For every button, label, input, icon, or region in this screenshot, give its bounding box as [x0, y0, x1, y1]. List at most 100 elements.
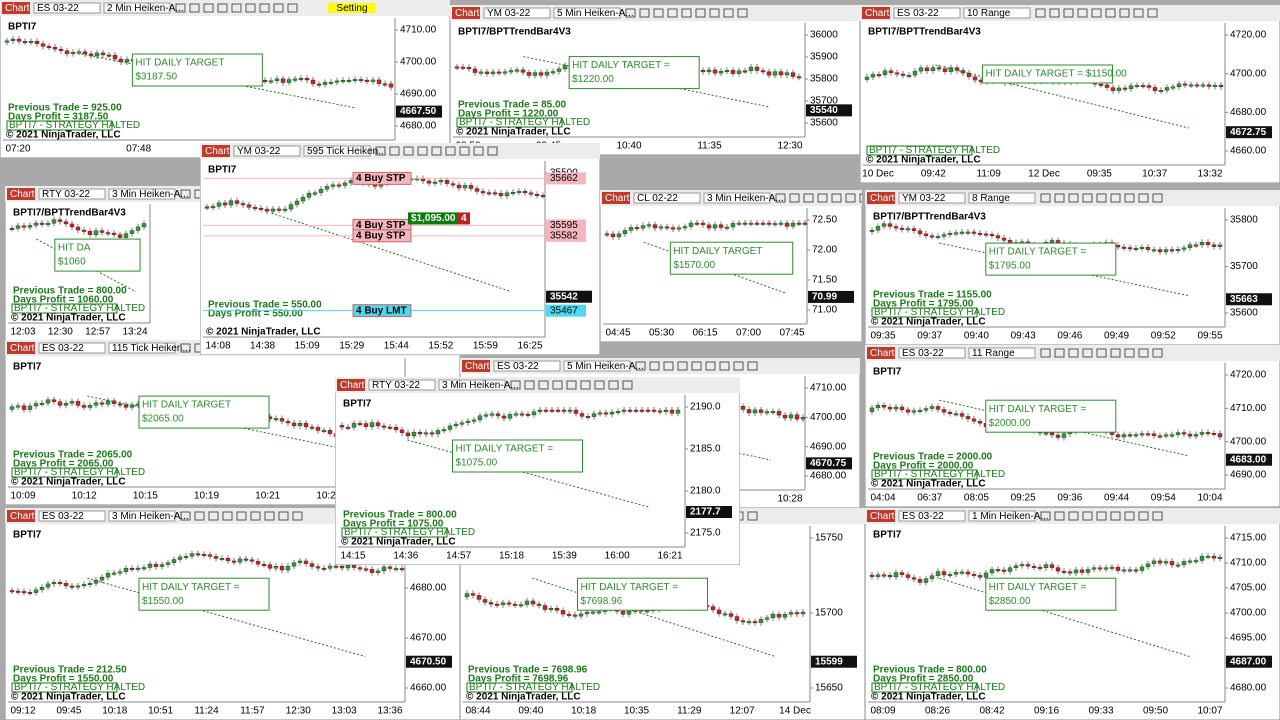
toolbar-icon[interactable]: [622, 380, 633, 390]
toolbar-icon[interactable]: [737, 8, 748, 18]
toolbar-icon[interactable]: [459, 146, 470, 156]
toolbar-icon[interactable]: [817, 193, 828, 203]
toolbar-icon[interactable]: [803, 193, 814, 203]
toolbar-icon[interactable]: [264, 511, 275, 521]
period-box[interactable]: [703, 192, 771, 204]
toolbar-icon[interactable]: [273, 3, 284, 13]
period-box[interactable]: [103, 2, 171, 14]
toolbar-icon[interactable]: [1063, 8, 1074, 18]
toolbar-icon[interactable]: [1138, 193, 1149, 203]
toolbar-icon[interactable]: [1110, 348, 1121, 358]
toolbar-icon[interactable]: [552, 380, 563, 390]
toolbar-icon[interactable]: [691, 361, 702, 371]
toolbar-icon[interactable]: [747, 511, 758, 521]
toolbar-icon[interactable]: [733, 361, 744, 371]
toolbar-icon[interactable]: [625, 8, 636, 18]
toolbar-icon[interactable]: [445, 146, 456, 156]
instrument-box[interactable]: [38, 342, 106, 354]
toolbar-icon[interactable]: [1082, 511, 1093, 521]
toolbar-icon[interactable]: [695, 8, 706, 18]
instrument-box[interactable]: [493, 360, 561, 372]
toolbar-icon[interactable]: [222, 511, 233, 521]
instrument-box[interactable]: [898, 510, 966, 522]
instrument-box[interactable]: [233, 145, 301, 157]
instrument-box[interactable]: [633, 192, 701, 204]
toolbar-icon[interactable]: [194, 511, 205, 521]
toolbar-icon[interactable]: [639, 8, 650, 18]
toolbar-icon[interactable]: [831, 193, 842, 203]
instrument-box[interactable]: [38, 510, 106, 522]
toolbar-icon[interactable]: [1082, 348, 1093, 358]
period-box[interactable]: [438, 379, 506, 391]
toolbar-icon[interactable]: [663, 361, 674, 371]
toolbar-icon[interactable]: [524, 380, 535, 390]
toolbar-icon[interactable]: [859, 193, 869, 203]
toolbar-icon[interactable]: [677, 361, 688, 371]
toolbar-icon[interactable]: [1040, 348, 1051, 358]
toolbar-icon[interactable]: [250, 511, 261, 521]
toolbar-icon[interactable]: [473, 146, 484, 156]
toolbar-icon[interactable]: [180, 343, 191, 353]
instrument-box[interactable]: [33, 2, 101, 14]
toolbar-icon[interactable]: [203, 3, 214, 13]
instrument-box[interactable]: [893, 7, 961, 19]
toolbar-icon[interactable]: [1152, 511, 1163, 521]
period-box[interactable]: [968, 192, 1036, 204]
toolbar-icon[interactable]: [719, 361, 730, 371]
toolbar-icon[interactable]: [709, 8, 720, 18]
toolbar-icon[interactable]: [245, 3, 256, 13]
period-box[interactable]: [108, 188, 176, 200]
toolbar-icon[interactable]: [1147, 8, 1158, 18]
toolbar-icon[interactable]: [1068, 511, 1079, 521]
setting-button[interactable]: [328, 3, 376, 13]
toolbar-icon[interactable]: [653, 8, 664, 18]
toolbar-icon[interactable]: [236, 511, 247, 521]
toolbar-icon[interactable]: [705, 361, 716, 371]
instrument-box[interactable]: [38, 188, 106, 200]
order-box[interactable]: [352, 171, 412, 185]
toolbar-icon[interactable]: [1040, 193, 1051, 203]
toolbar-icon[interactable]: [1054, 193, 1065, 203]
toolbar-icon[interactable]: [180, 511, 191, 521]
toolbar-icon[interactable]: [1068, 193, 1079, 203]
toolbar-icon[interactable]: [175, 3, 186, 13]
period-box[interactable]: [968, 347, 1036, 359]
toolbar-icon[interactable]: [1110, 193, 1121, 203]
toolbar-icon[interactable]: [1138, 348, 1149, 358]
toolbar-icon[interactable]: [1096, 348, 1107, 358]
toolbar-icon[interactable]: [1068, 348, 1079, 358]
toolbar-icon[interactable]: [608, 380, 619, 390]
instrument-box[interactable]: [898, 192, 966, 204]
toolbar-icon[interactable]: [287, 3, 298, 13]
toolbar-icon[interactable]: [1049, 8, 1060, 18]
toolbar-icon[interactable]: [667, 8, 678, 18]
toolbar-icon[interactable]: [259, 3, 270, 13]
toolbar-icon[interactable]: [278, 511, 289, 521]
toolbar-icon[interactable]: [208, 511, 219, 521]
toolbar-icon[interactable]: [417, 146, 428, 156]
toolbar-icon[interactable]: [217, 3, 228, 13]
toolbar-icon[interactable]: [649, 361, 660, 371]
toolbar-icon[interactable]: [487, 146, 498, 156]
toolbar-icon[interactable]: [1138, 511, 1149, 521]
instrument-box[interactable]: [483, 7, 551, 19]
order-box[interactable]: [352, 304, 412, 318]
period-box[interactable]: [108, 342, 176, 354]
toolbar-icon[interactable]: [635, 361, 646, 371]
toolbar-icon[interactable]: [580, 380, 591, 390]
toolbar-icon[interactable]: [1124, 511, 1135, 521]
toolbar-icon[interactable]: [747, 361, 758, 371]
toolbar-icon[interactable]: [1124, 348, 1135, 358]
toolbar-icon[interactable]: [566, 380, 577, 390]
toolbar-icon[interactable]: [403, 146, 414, 156]
toolbar-icon[interactable]: [231, 3, 242, 13]
instrument-box[interactable]: [368, 379, 436, 391]
toolbar-icon[interactable]: [510, 380, 521, 390]
instrument-box[interactable]: [898, 347, 966, 359]
toolbar-icon[interactable]: [389, 146, 400, 156]
toolbar-icon[interactable]: [1091, 8, 1102, 18]
period-box[interactable]: [563, 360, 631, 372]
period-box[interactable]: [553, 7, 621, 19]
period-box[interactable]: [108, 510, 176, 522]
toolbar-icon[interactable]: [1133, 8, 1144, 18]
